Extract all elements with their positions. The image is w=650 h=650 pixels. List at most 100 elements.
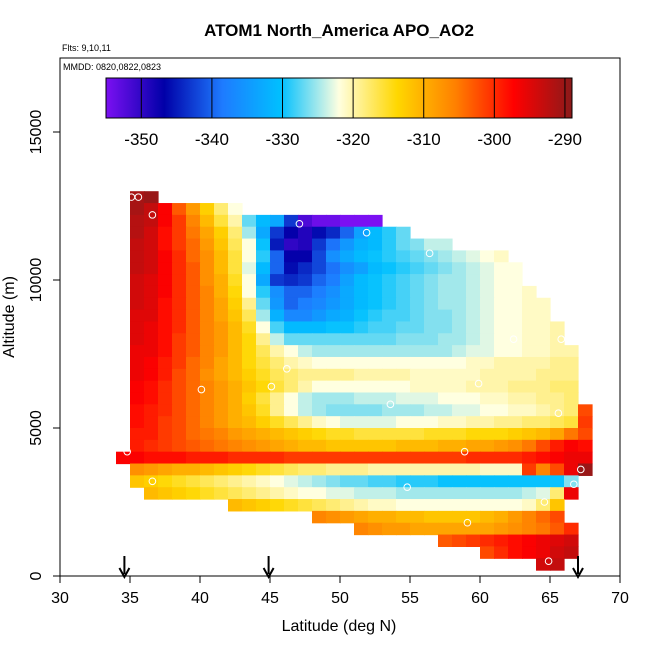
heatmap-cell [480,416,495,429]
heatmap-cell [270,404,285,417]
heatmap-cell [354,439,369,453]
heatmap-cell [256,392,271,405]
heatmap-cell [214,345,229,358]
heatmap-cell [270,285,285,299]
heatmap-cell [536,368,551,382]
heatmap-cell [144,191,159,204]
heatmap-cell [312,214,327,228]
heatmap-cell [578,404,593,417]
sample-point [544,557,553,566]
heatmap-cell [382,333,397,346]
heatmap-cell [522,380,537,394]
heatmap-cell [550,404,565,417]
heatmap-cell [340,439,355,453]
heatmap-cell [466,380,481,394]
heatmap-cell [508,345,523,358]
sample-point [460,447,469,456]
heatmap-cell [410,451,425,465]
heatmap-cell [200,214,215,228]
heatmap-cell [536,546,551,559]
heatmap-cell [452,262,467,275]
heatmap-cell [396,274,411,287]
heatmap-cell [172,487,187,500]
heatmap-cell [368,285,383,299]
y-axis-label: Altitude (m) [1,276,18,358]
sample-point [134,193,143,201]
heatmap-cell [256,321,271,334]
heatmap-cell [368,416,383,429]
heatmap-cell [522,321,537,334]
heatmap-cell [228,368,243,382]
heatmap-cell [424,333,439,346]
heatmap-cell [438,499,453,512]
heatmap-cell [326,475,341,488]
heatmap-cell [284,333,299,346]
heatmap-cell [410,522,425,536]
heatmap-cell [410,499,425,512]
heatmap-cell [130,416,145,429]
heatmap-cell [536,380,551,394]
heatmap-cell [494,510,509,524]
colorbar: -350 -340 -330 -320 -310 -300 -290 [105,77,582,149]
heatmap-cell [284,416,299,429]
heatmap-cell [522,333,537,346]
heatmap-cell [368,428,383,441]
heatmap-cell [116,451,131,465]
heatmap-cell [424,499,439,512]
heatmap-cell [186,463,201,476]
heatmap-cell [242,333,257,346]
heatmap-cell [242,285,257,299]
heatmap-cell [228,321,243,334]
heatmap-cell [494,356,509,370]
heatmap-cell [494,285,509,299]
heatmap-cell [382,416,397,429]
dates-note: MMDD: 0820,0822,0823 [63,62,161,72]
heatmap-cell [564,380,579,394]
heatmap-cell [144,451,159,465]
heatmap-cell [368,250,383,263]
heatmap-cell [452,392,467,405]
heatmap-cell [172,203,187,216]
heatmap-cell [382,368,397,382]
heatmap-cell [144,380,159,394]
heatmap-cell [214,274,229,287]
heatmap-cell [522,297,537,311]
heatmap-cell [298,475,313,488]
heatmap-cell [480,546,495,559]
heatmap-cell [242,214,257,228]
heatmap-cell [312,404,327,417]
heatmap-cell [256,356,271,370]
heatmap-cell [480,404,495,417]
heatmap-cell [550,475,565,488]
heatmap-cell [564,487,579,500]
heatmap-cell [340,345,355,358]
heatmap-cell [186,250,201,263]
x-tick-label: 35 [121,590,139,607]
heatmap-cell [312,309,327,323]
heatmap-cell [326,451,341,465]
heatmap-cell [186,392,201,405]
heatmap-cell [200,428,215,441]
heatmap-cell [466,475,481,488]
heatmap-cell [354,475,369,488]
heatmap-cell [438,510,453,524]
heatmap-cell [354,451,369,465]
heatmap-cell [368,380,383,394]
heatmap-cell [522,510,537,524]
heatmap-cell [354,416,369,429]
heatmap-cell [494,274,509,287]
heatmap-cell [312,226,327,240]
heatmap-cell [452,428,467,441]
heatmap-cell [200,321,215,334]
heatmap-cell [578,463,593,476]
heatmap-cell [522,345,537,358]
heatmap-cell [354,214,369,228]
heatmap-cell [438,534,453,547]
heatmap-cell [438,262,453,275]
heatmap-cell [256,333,271,346]
heatmap-cell [382,487,397,500]
heatmap-cell [144,333,159,346]
heatmap-cell [452,356,467,370]
heatmap-cell [536,428,551,441]
